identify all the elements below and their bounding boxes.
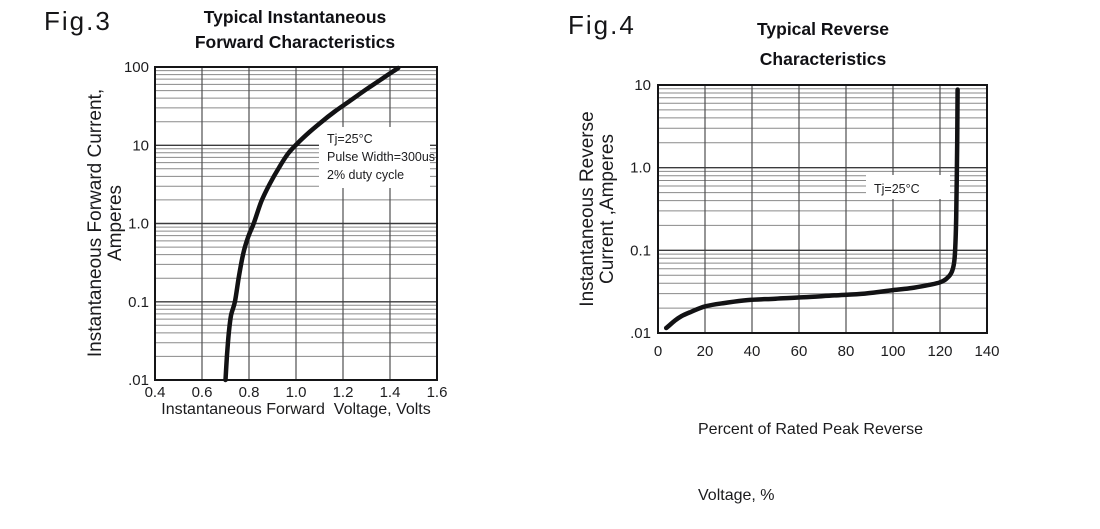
fig3-label: Fig.3 [44, 6, 112, 36]
fig3-y-axis-title: Instantaneous Forward Current, Amperes [85, 53, 126, 393]
fig4-x-tick-label: 80 [838, 343, 855, 360]
fig3-annotation-line-1: Tj=25°C [327, 132, 373, 146]
fig3-y-tick-label: 100 [124, 59, 149, 76]
fig4-y-axis-title-line1: Instantaneous Reverse [577, 111, 598, 307]
fig4-title-line2: Characteristics [759, 49, 887, 69]
fig4-x-tick-label: 100 [880, 343, 905, 360]
fig4-y-axis-title: Instantaneous Reverse Current ,Amperes [577, 39, 618, 379]
fig4-x-axis-title: Percent of Rated Peak Reverse Voltage, % [698, 375, 923, 529]
fig4-title: Typical Reverse Characteristics [656, 14, 990, 74]
fig3-title-line2: Forward Characteristics [194, 32, 396, 52]
fig3-x-tick-label: 0.8 [239, 384, 260, 401]
fig3-y-axis-title-line1: Instantaneous Forward Current, [85, 88, 106, 358]
fig4-y-tick-label: .01 [630, 325, 651, 342]
fig3-plot-frame [154, 66, 438, 381]
fig3-x-tick-label: 1.6 [427, 384, 448, 401]
fig3-y-tick-label: 1.0 [128, 216, 149, 233]
fig3-title-line1: Typical Instantaneous [203, 7, 387, 27]
fig3-annotation-box [319, 127, 430, 188]
fig3-y-axis-title-line2: Amperes [105, 184, 126, 262]
fig4-annotation-box [866, 175, 950, 199]
fig3-title: Typical Instantaneous Forward Characteri… [150, 5, 440, 55]
fig4-title-line1: Typical Reverse [757, 19, 889, 39]
fig4-y-tick-label: 1.0 [630, 160, 651, 177]
fig3-curve [223, 65, 401, 383]
fig3-x-tick-label: 1.0 [286, 384, 307, 401]
fig4-x-axis-title-line2: Voltage, % [698, 487, 775, 504]
fig3-x-axis-title: Instantaneous Forward Voltage, Volts [161, 401, 431, 418]
fig3-x-tick-label: 1.2 [333, 384, 354, 401]
fig4-x-tick-label: 0 [654, 343, 662, 360]
fig4-x-tick-label: 60 [791, 343, 808, 360]
fig3-y-tick-label: 10 [132, 137, 149, 154]
fig3-x-tick-label: 0.4 [145, 384, 166, 401]
fig4-annotation-line-1: Tj=25°C [874, 182, 920, 196]
datasheet-figures-page: { "page": { "background": "#ffffff" }, "… [44, 5, 1000, 504]
fig4-plot-frame [657, 84, 988, 334]
fig4-x-tick-label: 140 [974, 343, 999, 360]
fig3-x-tick-label: 0.6 [192, 384, 213, 401]
fig4-label: Fig.4 [568, 10, 636, 40]
fig3-annotation-line-2: Pulse Width=300us [327, 150, 435, 164]
fig4-y-tick-label: 10 [634, 77, 651, 94]
fig4-x-tick-label: 40 [744, 343, 761, 360]
fig3-x-tick-label: 1.4 [380, 384, 401, 401]
fig3-grid [154, 66, 438, 381]
fig4-plot: Tj=25°C 0 20 40 60 80 100 120 140 10 1.0 0.1 .01 [630, 77, 999, 360]
fig3-y-tick-label: 0.1 [128, 294, 149, 311]
fig3-y-tick-label: .01 [128, 372, 149, 389]
fig4-y-tick-label: 0.1 [630, 242, 651, 259]
fig4-x-tick-label: 20 [697, 343, 714, 360]
fig3-plot: Tj=25°C Pulse Width=300us 2% duty cycle 0.4… [124, 59, 447, 401]
fig4-y-axis-title-line2: Current ,Amperes [597, 134, 618, 284]
fig4-x-axis-title-line1: Percent of Rated Peak Reverse [698, 421, 924, 438]
fig4-curve [663, 87, 960, 331]
fig3-annotation-line-3: 2% duty cycle [327, 168, 404, 182]
fig4-x-tick-label: 120 [927, 343, 952, 360]
charts-canvas: Tj=25°C Pulse Width=300us 2% duty cycle 0.4… [124, 59, 1000, 401]
